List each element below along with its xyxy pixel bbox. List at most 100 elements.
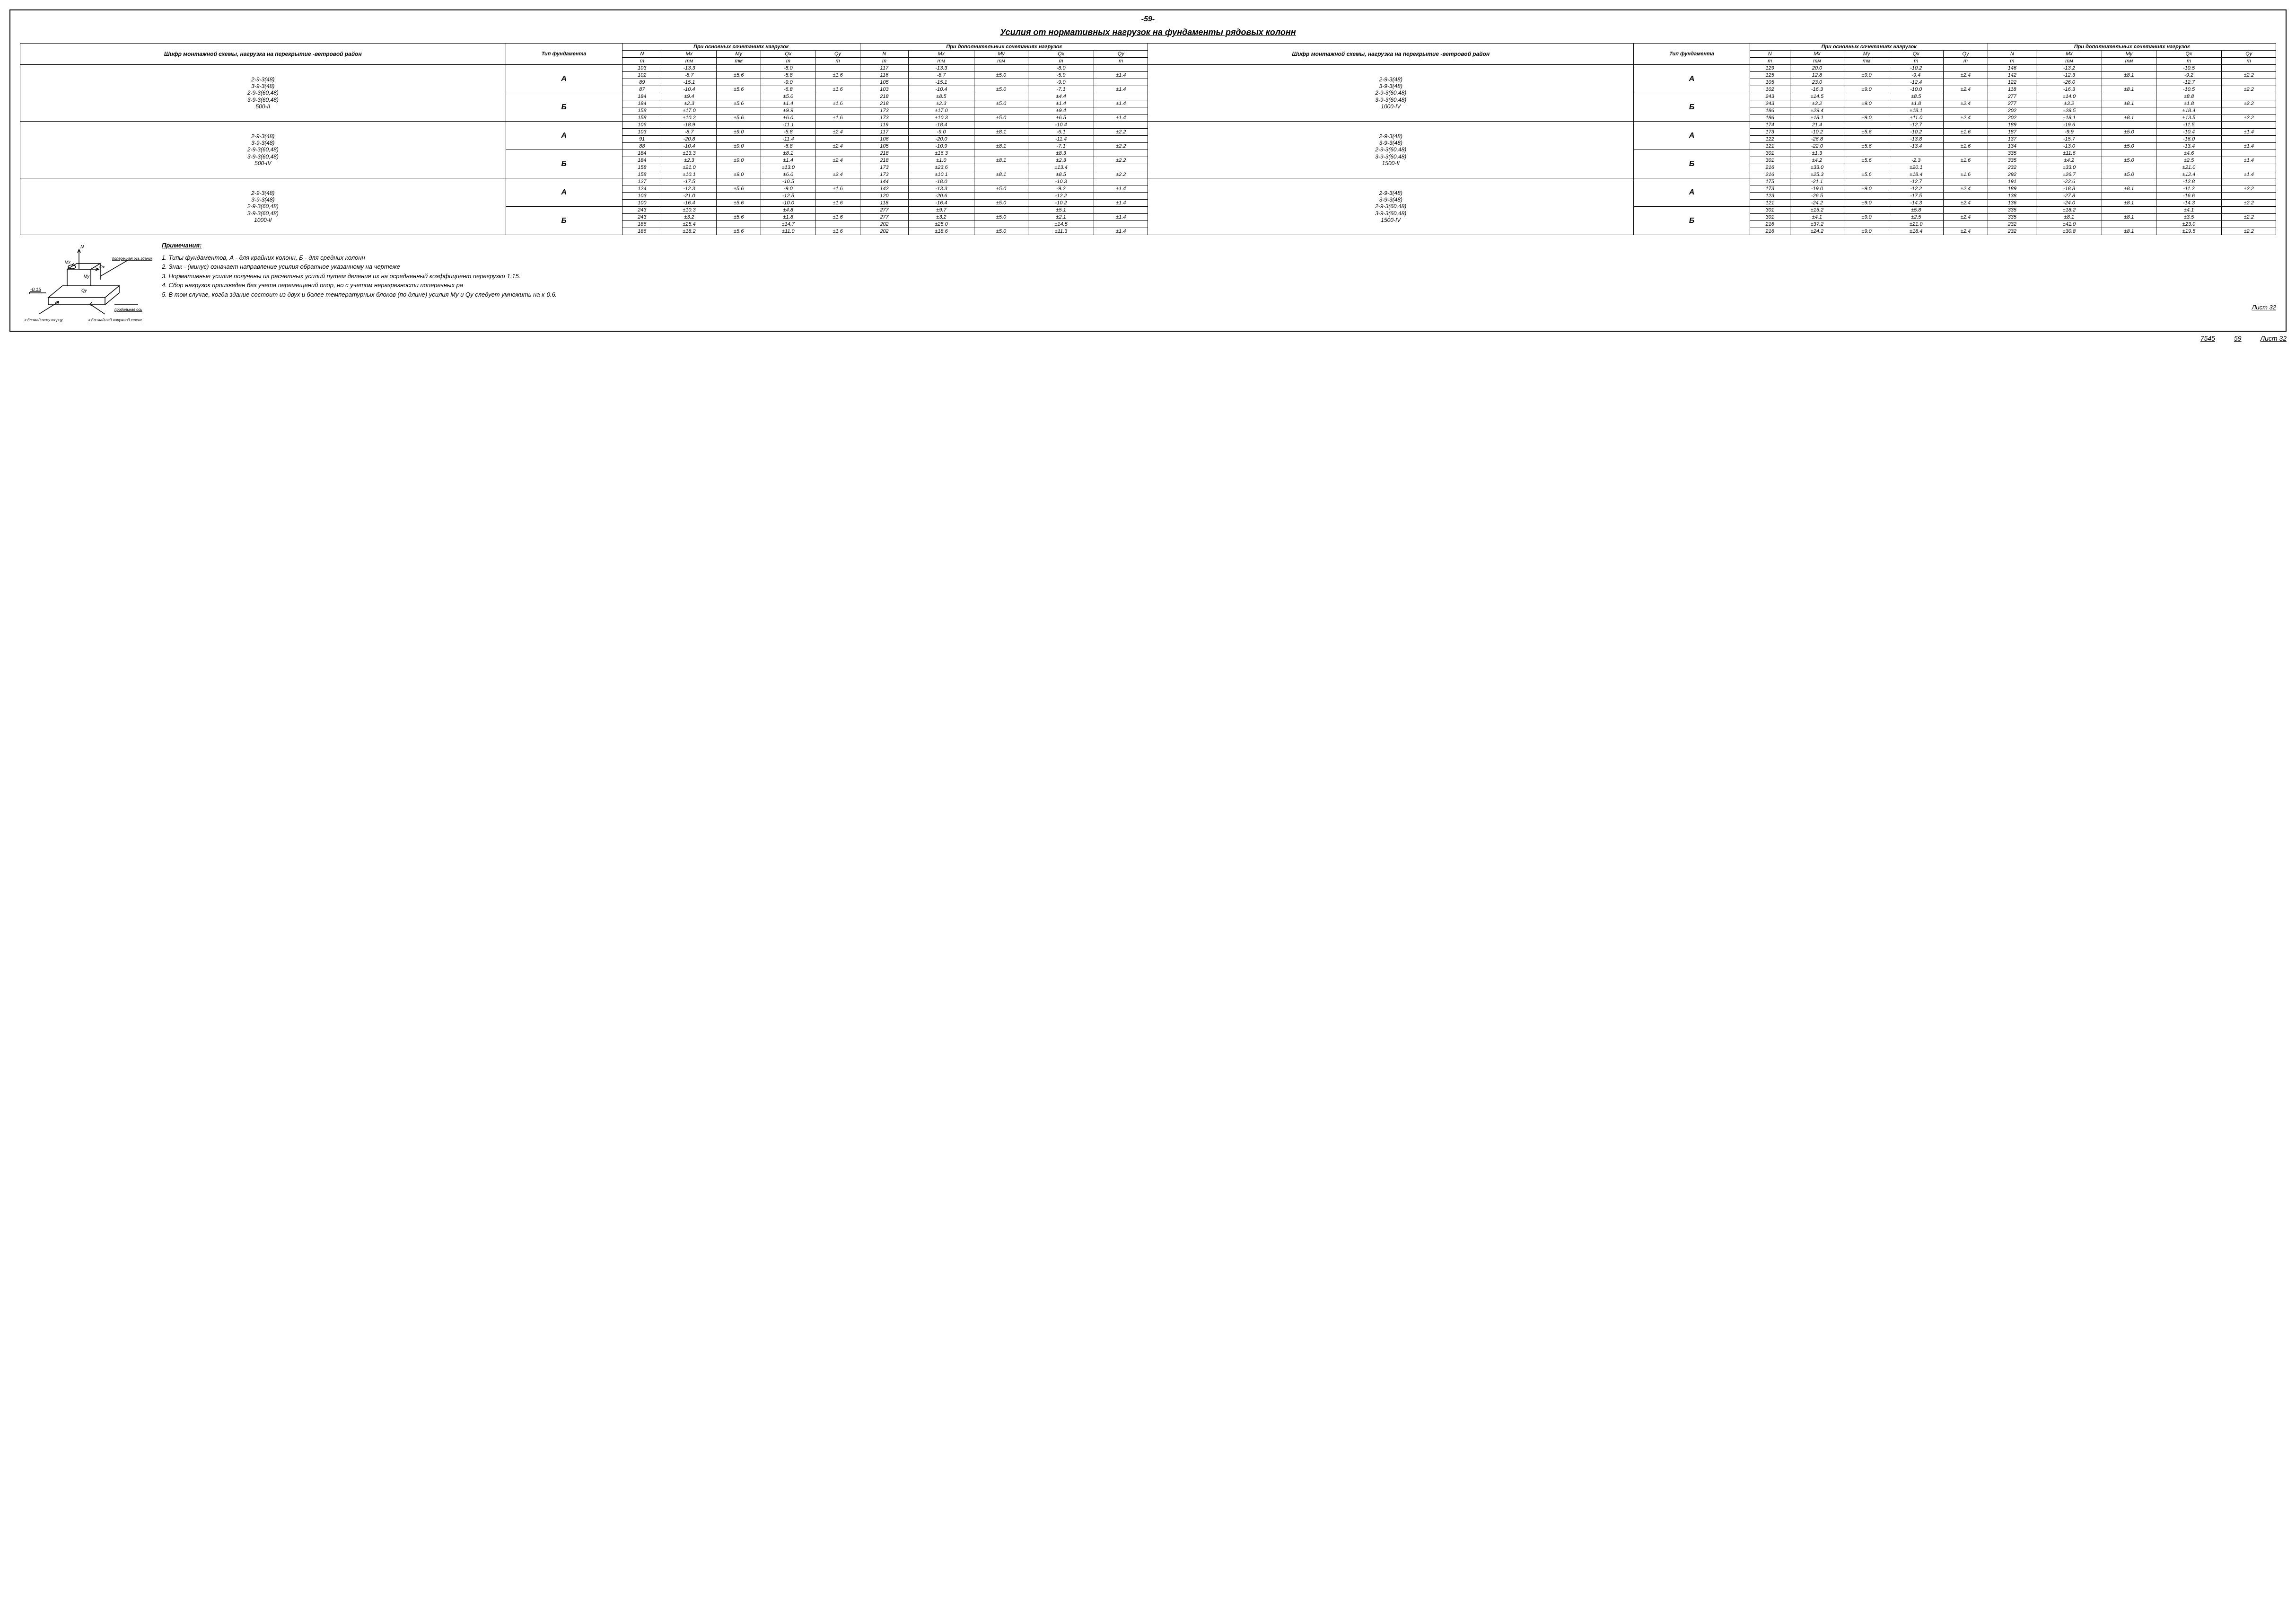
cell: ±2.2 (2222, 228, 2276, 235)
cell: ±3.2 (1790, 100, 1844, 107)
cell: ±6.0 (761, 114, 815, 122)
cell: ±2.2 (1094, 171, 1148, 178)
cell (974, 178, 1028, 185)
cell: ±1.6 (815, 200, 860, 207)
cell: ±4.4 (1028, 93, 1094, 100)
cell: ±1.4 (2222, 129, 2276, 136)
cell (974, 193, 1028, 200)
group-label-right: 2-9-3(48)3-9-3(48)2-9-3(60,48)3-9-3(60,4… (1148, 122, 1634, 178)
h-N: N (622, 51, 662, 58)
u-tm: тм (2102, 58, 2156, 65)
cell: 142 (1988, 72, 2036, 79)
cell: -13.0 (2036, 143, 2102, 150)
note-line: 4. Сбор нагрузок произведен без учета пе… (162, 281, 2276, 290)
cell (974, 136, 1028, 143)
cell: 335 (1988, 207, 2036, 214)
cell: 186 (622, 228, 662, 235)
cell: ±26.7 (2036, 171, 2102, 178)
cell: 243 (622, 214, 662, 221)
cell: 277 (1988, 100, 2036, 107)
cell: ±9.0 (1844, 100, 1889, 107)
cell: 103 (860, 86, 908, 93)
cell (2222, 107, 2276, 114)
cell: ±14.7 (761, 221, 815, 228)
cell: 120 (860, 193, 908, 200)
cell: 102 (1750, 86, 1790, 93)
cell: ±1.4 (1094, 228, 1148, 235)
u-t: т (1943, 58, 1988, 65)
cell: ±5.0 (974, 114, 1028, 122)
cell: ±2.4 (1943, 185, 1988, 193)
cell: ±5.6 (716, 185, 761, 193)
cell: ±13.3 (662, 150, 717, 157)
cell: -18.9 (662, 122, 717, 129)
footer-sheet: Лист 32 (2260, 335, 2287, 342)
cell: 118 (1988, 86, 2036, 93)
table-body: 2-9-3(48)3-9-3(48)2-9-3(60,48)3-9-3(60,4… (20, 65, 2276, 235)
cell: -26.0 (2036, 79, 2102, 86)
sheet-label-inline: Лист 32 (162, 303, 2276, 312)
cell: -20.0 (909, 136, 974, 143)
cell: 218 (860, 150, 908, 157)
cell: -10.5 (761, 178, 815, 185)
cell: ±4.6 (2156, 150, 2222, 157)
cell: ±11.0 (1889, 114, 1943, 122)
table-row: 2-9-3(48)3-9-3(48)2-9-3(60,48)3-9-3(60,4… (20, 65, 2276, 72)
cell: 202 (860, 221, 908, 228)
cell: -10.0 (1889, 86, 1943, 93)
cell: ±14.5 (1790, 93, 1844, 100)
u-tm: тм (716, 58, 761, 65)
cell (2222, 221, 2276, 228)
table-row: 2-9-3(48)3-9-3(48)2-9-3(60,48)3-9-3(60,4… (20, 178, 2276, 185)
fund-type-right: Б (1634, 93, 1750, 122)
cell: ±1.6 (1943, 171, 1988, 178)
cell: 105 (860, 143, 908, 150)
hdr-type-right: Тип фундамента (1634, 44, 1750, 65)
cell (716, 193, 761, 200)
cell: 118 (860, 200, 908, 207)
fund-type-right: Б (1634, 207, 1750, 235)
cell (1943, 93, 1988, 100)
cell: 335 (1988, 214, 2036, 221)
cell: ±2.4 (1943, 100, 1988, 107)
cell: ±1.4 (761, 100, 815, 107)
cell: -16.6 (2156, 193, 2222, 200)
cell: ±1.6 (815, 185, 860, 193)
cell: 243 (1750, 100, 1790, 107)
cell: ±1.6 (815, 114, 860, 122)
cell: -16.3 (1790, 86, 1844, 93)
cell: ±13.0 (761, 164, 815, 171)
cell: ±33.0 (1790, 164, 1844, 171)
cell: ±5.0 (974, 72, 1028, 79)
cell: ±4.8 (761, 207, 815, 214)
cell (1943, 221, 1988, 228)
cell (1094, 65, 1148, 72)
page-title: Усилия от нормативных нагрузок на фундам… (20, 27, 2276, 37)
cell: -12.3 (2036, 72, 2102, 79)
cell: ±9.0 (1844, 185, 1889, 193)
cell: 189 (1988, 185, 2036, 193)
cell (974, 150, 1028, 157)
cell (716, 150, 761, 157)
cell: -9.2 (1028, 185, 1094, 193)
cell: ±5.6 (1844, 143, 1889, 150)
u-t: т (1988, 58, 2036, 65)
cell: ±11.6 (2036, 150, 2102, 157)
cell: 129 (1750, 65, 1790, 72)
cell: -11.5 (2156, 122, 2222, 129)
cell: ±2.2 (2222, 185, 2276, 193)
cell: ±18.2 (662, 228, 717, 235)
cell: ±5.6 (716, 114, 761, 122)
group-label-left: 2-9-3(48)3-9-3(48)2-9-3(60,48)3-9-3(60,4… (20, 178, 506, 235)
cell: ±12.4 (2156, 171, 2222, 178)
cell: ±8.1 (2102, 100, 2156, 107)
cell: ±1.4 (1094, 72, 1148, 79)
cell: -13.2 (2036, 65, 2102, 72)
cell (1844, 164, 1889, 171)
cell: 173 (860, 114, 908, 122)
cell (974, 107, 1028, 114)
cell: ±9.0 (1844, 114, 1889, 122)
table-header: Шифр монтажной схемы, нагрузка на перекр… (20, 44, 2276, 65)
cell: -9.0 (909, 129, 974, 136)
fund-type-right: А (1634, 122, 1750, 150)
